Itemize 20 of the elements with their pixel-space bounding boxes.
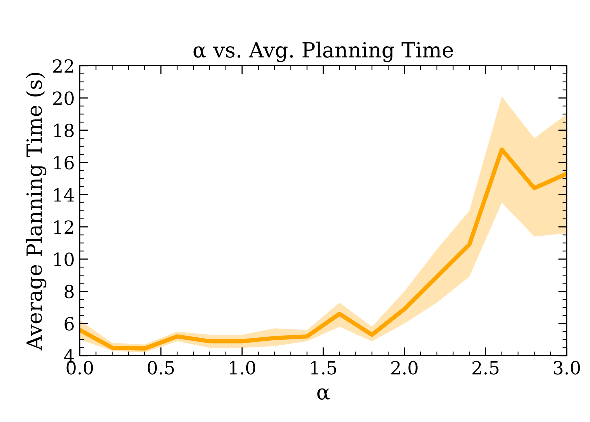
y-axis-title: Average Planning Time (s) [26,73,47,351]
x-tick-label: 1.5 [311,361,336,375]
y-tick-label: 14 [54,188,74,202]
y-tick-label: 16 [54,156,74,170]
y-tick-label: 22 [53,59,74,73]
x-tick-label: 2.0 [392,361,418,375]
x-tick-label: 1.0 [230,361,256,375]
y-tick-label: 18 [54,124,74,138]
y-tick-label: 20 [53,92,74,106]
x-tick-label: 3.0 [554,361,580,375]
y-tick-label: 8 [64,285,74,299]
y-tick-label: 10 [54,252,74,266]
x-tick-label: 2.5 [472,361,499,375]
chart-title: α vs. Avg. Planning Time [194,42,454,62]
x-tick-label: 0.5 [148,361,174,375]
x-axis-title: α [318,388,330,400]
y-tick-label: 12 [54,220,74,234]
line-series [80,148,567,351]
y-tick-label: 6 [64,317,74,331]
x-tick-label: 0.0 [66,361,94,375]
